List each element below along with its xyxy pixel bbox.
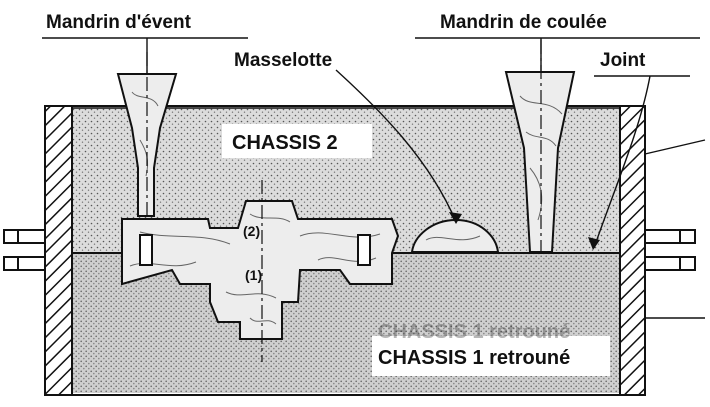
dowel-left — [139, 234, 153, 266]
arrow-joint — [588, 237, 600, 250]
chassis2-label-bg — [222, 124, 372, 158]
arrow-riser — [449, 212, 462, 224]
leader-lines — [42, 37, 706, 319]
label-part-upper: (2) — [243, 223, 260, 239]
riser-grain — [425, 235, 481, 241]
pouring-sprue — [504, 71, 576, 253]
pouring-sprue-grain — [519, 95, 563, 221]
label-joint: Joint — [600, 50, 646, 71]
dowel-right — [357, 234, 371, 266]
label-chassis-2: CHASSIS 2 — [232, 132, 338, 154]
chassis1-label-bg — [372, 336, 610, 376]
label-chassis-1-ghost: CHASSIS 1 retrouné — [378, 321, 570, 343]
wall-left — [44, 105, 73, 396]
label-mandrin-coulee: Mandrin de coulée — [440, 12, 607, 33]
wall-right — [619, 105, 646, 396]
lugs-right — [644, 229, 696, 271]
lugs-left — [3, 229, 46, 271]
label-masselotte: Masselotte — [234, 50, 332, 71]
pattern-part — [121, 200, 400, 340]
label-part-lower: (1) — [245, 267, 262, 283]
label-chassis-1: CHASSIS 1 retrouné — [378, 347, 570, 369]
label-mandrin-event: Mandrin d'évent — [46, 12, 192, 33]
